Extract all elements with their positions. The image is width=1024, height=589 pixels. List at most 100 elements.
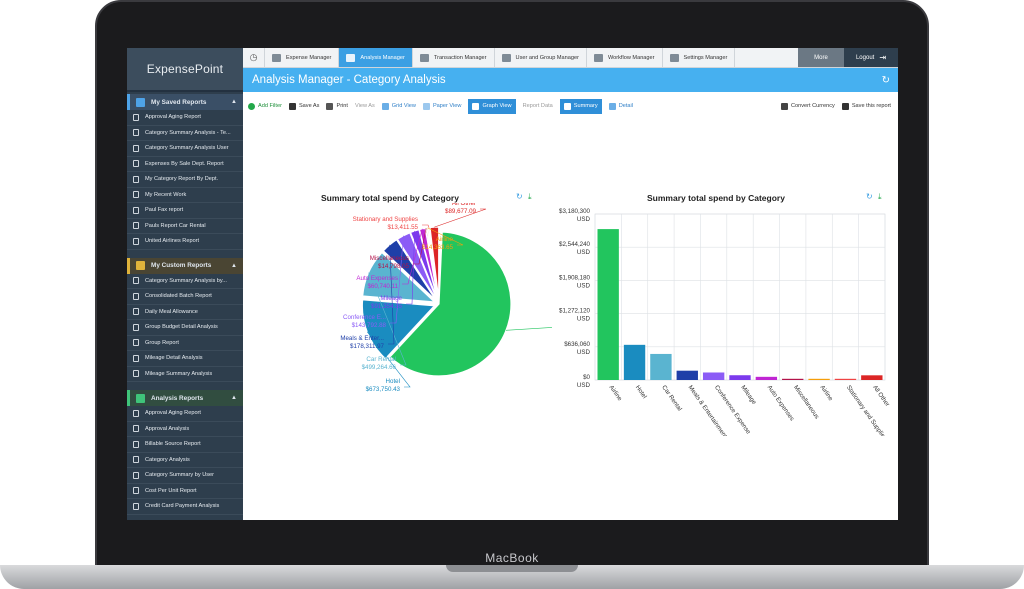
sidebar-item[interactable]: Group Report [127, 336, 243, 351]
sidebar-section-title: Analysis Reports [151, 394, 204, 402]
sidebar-item-label: Category Summary Analysis - Te... [145, 129, 231, 136]
grid-icon [381, 102, 389, 110]
document-icon [133, 129, 139, 137]
chevron-up-icon[interactable]: ▲ [231, 262, 237, 269]
export-icon[interactable]: ⤓ [878, 192, 882, 201]
sidebar-item[interactable]: Credit Card Payment Analysis [127, 499, 243, 515]
nav-tab[interactable]: Settings Manager [663, 48, 736, 67]
pie-label-value: $13,411.55 [387, 224, 418, 231]
detail-button[interactable]: Detail [608, 102, 633, 110]
pie-label-name: Car Rental [366, 356, 396, 363]
bar[interactable] [834, 378, 857, 380]
bar[interactable] [808, 378, 830, 380]
refresh-icon[interactable]: ↻ [516, 192, 523, 201]
paper-view-button[interactable]: Paper View [422, 102, 462, 110]
sidebar-item[interactable]: United Airlines Report [127, 234, 243, 250]
bar[interactable] [782, 378, 804, 380]
refresh-icon[interactable]: ↻ [866, 192, 873, 201]
bar[interactable] [729, 375, 751, 380]
grid-view-button[interactable]: Grid View [381, 102, 416, 110]
save-as-button[interactable]: Save As [288, 102, 319, 110]
nav-tab[interactable]: Expense Manager [265, 48, 340, 67]
paper-view-label: Paper View [432, 103, 462, 109]
sidebar-item[interactable]: Category Analysis [127, 453, 243, 468]
print-button[interactable]: Print [326, 102, 348, 110]
sidebar-item[interactable]: My Category Report By Dept. [127, 172, 243, 188]
sidebar-item[interactable]: Pauls Report Car Rental [127, 219, 243, 234]
sidebar-item[interactable]: Expenses By Sale Dept. Report [127, 157, 243, 172]
sidebar-item[interactable]: Category Summary Analysis - Te... [127, 126, 243, 141]
report-folder-icon [136, 261, 145, 270]
sidebar-item[interactable]: Approval Aging Report [127, 110, 243, 126]
tab-icon [669, 53, 679, 62]
bar[interactable] [650, 353, 672, 380]
pie-slice[interactable] [361, 299, 436, 360]
y-tick-unit: USD [577, 382, 591, 389]
document-icon [133, 425, 139, 433]
pie-label-name: Auto Expenses [356, 275, 398, 282]
sidebar-item[interactable]: Group Budget Detail Analysis [127, 320, 243, 336]
bar-chart-actions: ↻ ⤓ [866, 193, 886, 201]
refresh-icon[interactable]: ↻ [881, 74, 890, 86]
sidebar-section-header[interactable]: Analysis Reports ▲ [127, 390, 243, 406]
chevron-up-icon[interactable]: ▲ [231, 99, 237, 105]
save-report-button[interactable]: Save this report [841, 102, 891, 110]
more-button[interactable]: More [798, 48, 844, 67]
sidebar-item[interactable]: Cost Per Unit Report [127, 484, 243, 499]
nav-tab[interactable]: Workflow Manager [587, 48, 663, 67]
logout-label: Logout [855, 54, 875, 61]
nav-tab[interactable]: User and Group Manager [495, 48, 587, 67]
home-icon[interactable]: ◷ [243, 48, 265, 67]
sidebar-section-header[interactable]: My Custom Reports ▲ [127, 257, 243, 274]
sidebar-section-header[interactable]: My Saved Reports ▲ [127, 94, 243, 110]
sidebar-item[interactable]: Category Summary Analysis User [127, 141, 243, 157]
bar[interactable] [676, 370, 698, 380]
summary-button[interactable]: Summary [559, 98, 602, 114]
sidebar-item[interactable]: My Recent Work [127, 188, 243, 203]
sidebar-item-label: Cost Per Unit Report [145, 487, 197, 494]
toolbar: Add Filter Save As Print View As Grid Vi… [243, 97, 898, 115]
tab-icon [419, 53, 429, 62]
sidebar-item[interactable]: Category Summary Analysis by... [127, 274, 243, 289]
document-icon [133, 409, 139, 417]
bar[interactable] [597, 229, 619, 380]
add-filter-button[interactable]: Add Filter [248, 102, 282, 110]
nav-tab[interactable]: Analysis Manager [339, 48, 413, 67]
add-filter-label: Add Filter [258, 103, 282, 109]
chevron-up-icon[interactable]: ▲ [231, 395, 237, 401]
logout-icon: ⇥ [879, 53, 887, 62]
pie-slice[interactable] [389, 231, 512, 377]
pie-chart-actions: ↻ ⤓ [516, 193, 536, 201]
bar[interactable] [623, 344, 646, 380]
document-icon [133, 222, 139, 230]
document-icon [133, 113, 139, 121]
bar[interactable] [702, 372, 725, 380]
document-icon [133, 339, 139, 347]
bar[interactable] [755, 376, 778, 380]
sidebar-item[interactable]: Daily Meal Allowance [127, 305, 243, 320]
pie-label: Mileage$91,354.35 [371, 230, 415, 310]
nav-tab[interactable]: Transaction Manager [413, 48, 495, 67]
sidebar-item[interactable]: Mileage Summary Analysis [127, 367, 243, 382]
pie-label-line [368, 272, 407, 366]
sidebar-item-label: Category Summary by User [145, 472, 215, 479]
pie-label-value: $60,740.11 [367, 283, 398, 290]
x-tick-label: Mileage [739, 384, 757, 406]
report-data-label: Report Data [522, 103, 553, 109]
tab-icon [272, 53, 281, 62]
graph-view-button[interactable]: Graph View [468, 98, 516, 114]
sidebar-item[interactable]: Approval Analysis [127, 422, 243, 437]
sidebar-item[interactable]: Mileage Detail Analysis [127, 351, 243, 367]
logout-button[interactable]: Logout ⇥ [844, 48, 898, 67]
bar[interactable] [861, 375, 883, 380]
convert-currency-button[interactable]: Convert Currency [780, 102, 835, 110]
sidebar-item[interactable]: Billable Source Report [127, 437, 243, 453]
sidebar-item[interactable]: Paul Fax report [127, 203, 243, 219]
sidebar-item[interactable]: Approval Aging Report [127, 406, 243, 422]
sidebar-item[interactable]: Consolidated Batch Report [127, 289, 243, 305]
report-folder-icon [136, 393, 145, 403]
export-icon[interactable]: ⤓ [528, 192, 532, 201]
pie-slice[interactable] [396, 231, 438, 300]
sidebar-item[interactable]: Category Summary by User [127, 468, 243, 484]
document-icon [133, 191, 139, 199]
